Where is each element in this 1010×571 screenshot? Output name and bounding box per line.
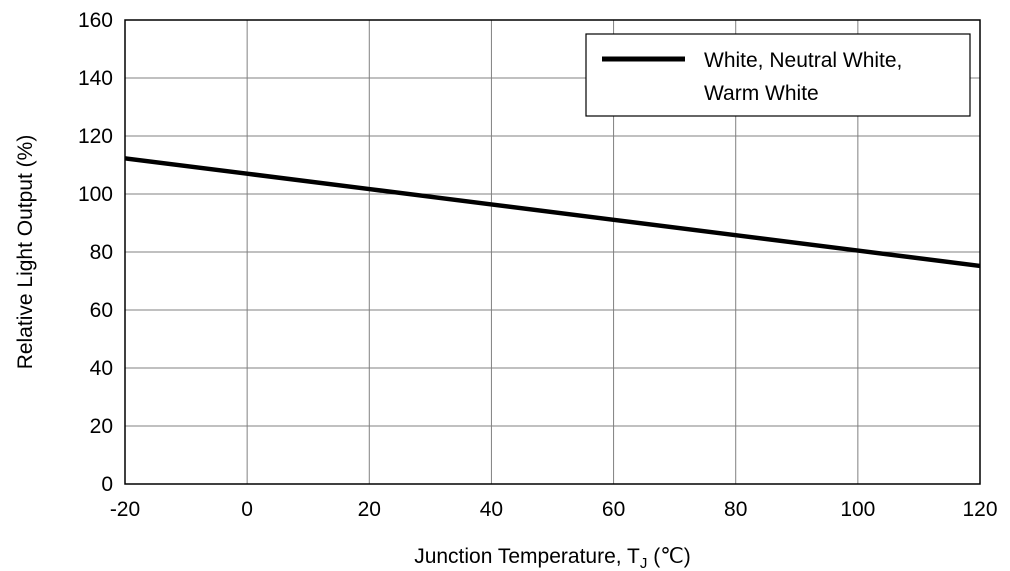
x-tick-label: 40 — [480, 498, 503, 521]
y-tick-label: 120 — [78, 125, 113, 148]
y-tick-label: 20 — [90, 415, 113, 438]
x-axis-tick-labels: -20 0 20 40 60 80 100 120 — [110, 498, 998, 521]
legend-label-line-2: Warm White — [704, 82, 819, 105]
x-tick-label: 60 — [602, 498, 625, 521]
y-tick-label: 140 — [78, 67, 113, 90]
x-axis-title-subscript: J — [640, 555, 648, 571]
y-axis-tick-labels: 0 20 40 60 80 100 120 140 160 — [78, 9, 113, 496]
series-group — [124, 156, 981, 269]
x-tick-label: 80 — [724, 498, 747, 521]
x-axis-title: Junction Temperature, TJ (℃) — [414, 545, 691, 571]
x-axis-title-unit: (℃) — [647, 545, 690, 568]
x-tick-label: 0 — [241, 498, 253, 521]
y-tick-label: 0 — [101, 473, 113, 496]
x-axis-title-main: Junction Temperature, T — [414, 545, 640, 568]
y-tick-label: 160 — [78, 9, 113, 32]
x-tick-label: 120 — [962, 498, 997, 521]
plot-area-frame — [124, 19, 981, 485]
legend-box — [585, 33, 971, 117]
y-tick-label: 60 — [90, 299, 113, 322]
series-line — [124, 156, 981, 269]
y-tick-label: 40 — [90, 357, 113, 380]
legend-label-line-1: White, Neutral White, — [704, 49, 902, 72]
x-tick-label: -20 — [110, 498, 140, 521]
y-tick-label: 100 — [78, 183, 113, 206]
y-axis-title: Relative Light Output (%) — [14, 135, 37, 370]
y-tick-label: 80 — [90, 241, 113, 264]
x-tick-label: 100 — [840, 498, 875, 521]
legend: White, Neutral White, Warm White — [585, 33, 971, 117]
x-tick-label: 20 — [358, 498, 381, 521]
